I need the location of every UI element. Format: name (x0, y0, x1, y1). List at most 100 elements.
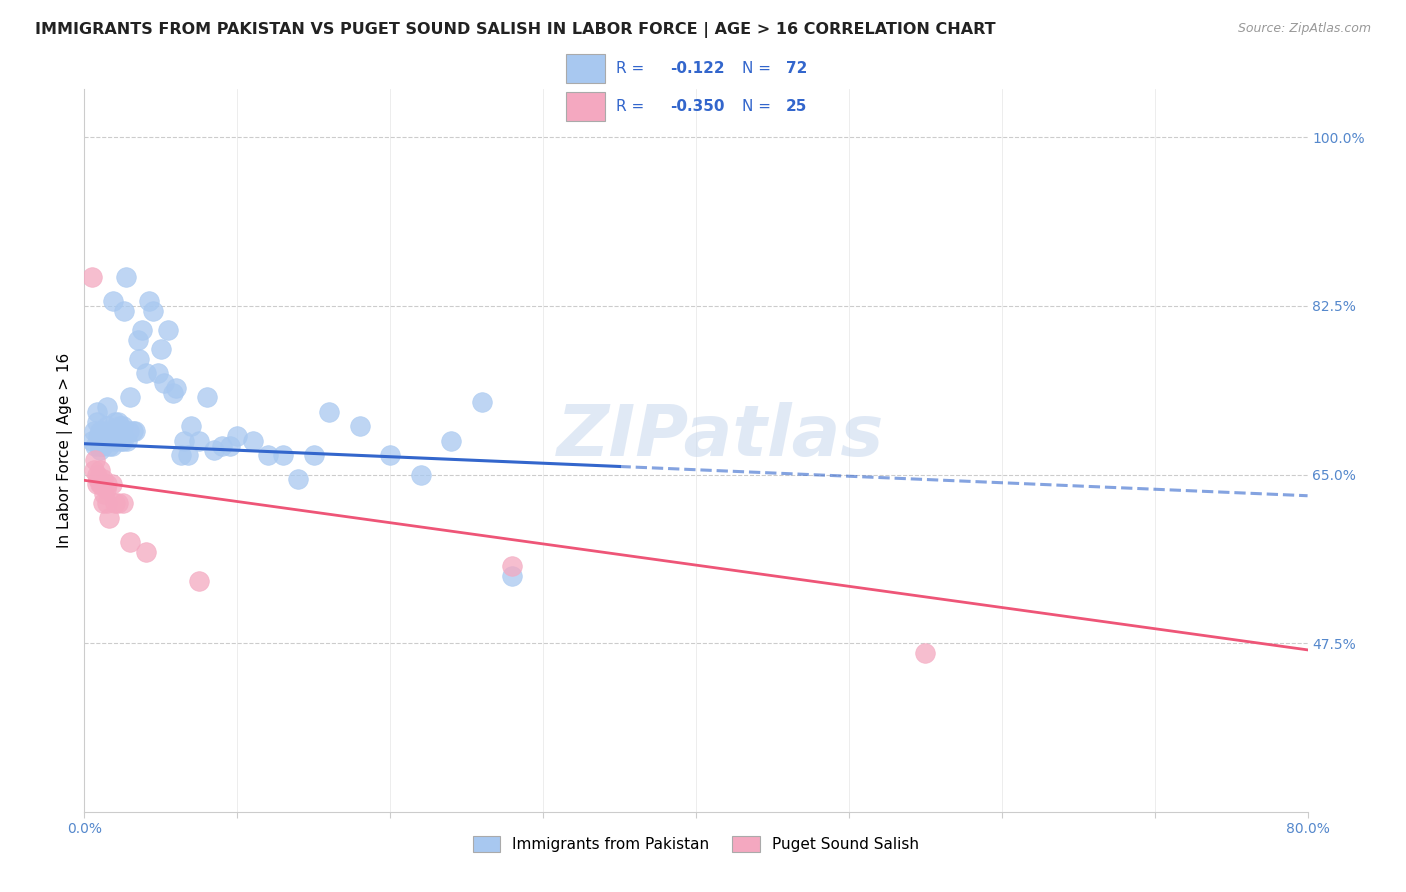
Text: IMMIGRANTS FROM PAKISTAN VS PUGET SOUND SALISH IN LABOR FORCE | AGE > 16 CORRELA: IMMIGRANTS FROM PAKISTAN VS PUGET SOUND … (35, 22, 995, 38)
Point (96, 477, 118, 491)
Point (127, 333, 149, 347)
Text: -0.122: -0.122 (671, 62, 725, 76)
Point (101, 477, 124, 491)
Point (318, 405, 340, 419)
Point (271, 448, 294, 462)
Point (131, 323, 153, 337)
Point (142, 303, 165, 318)
Point (349, 419, 371, 434)
Point (287, 472, 309, 486)
Point (226, 429, 249, 443)
Point (138, 294, 160, 309)
Point (98, 424, 121, 438)
Point (157, 323, 180, 337)
Point (86, 415, 108, 429)
Point (135, 367, 157, 381)
Point (90, 439, 112, 453)
Point (101, 439, 124, 453)
Point (101, 424, 124, 438)
Point (122, 424, 145, 438)
Point (124, 424, 146, 438)
Point (149, 343, 172, 357)
Text: N =: N = (742, 99, 770, 114)
Point (257, 448, 280, 462)
Point (115, 434, 138, 448)
Point (93, 487, 115, 501)
Point (84, 439, 107, 453)
Point (83, 463, 105, 477)
Point (97, 511, 120, 525)
Point (86, 467, 108, 482)
Point (111, 419, 134, 434)
Text: R =: R = (616, 62, 644, 76)
Point (218, 439, 240, 453)
Text: N =: N = (742, 62, 770, 76)
Point (104, 434, 127, 448)
Point (120, 535, 142, 549)
Point (96, 496, 118, 510)
Point (89, 443, 111, 458)
Y-axis label: In Labor Force | Age > 16: In Labor Force | Age > 16 (58, 353, 73, 548)
Point (380, 448, 402, 462)
Point (104, 415, 127, 429)
Point (162, 385, 184, 400)
Point (91, 472, 114, 486)
Point (94, 429, 117, 443)
Point (302, 448, 325, 462)
Point (89, 477, 111, 491)
Point (86, 477, 108, 491)
Point (89, 424, 111, 438)
Text: -0.350: -0.350 (671, 99, 725, 114)
Point (471, 395, 494, 409)
Point (93, 434, 115, 448)
Point (84, 453, 107, 467)
Point (96, 434, 118, 448)
Point (118, 424, 141, 438)
Point (111, 434, 134, 448)
Point (188, 574, 211, 588)
FancyBboxPatch shape (567, 54, 605, 83)
Point (87, 472, 110, 486)
FancyBboxPatch shape (567, 92, 605, 121)
Point (112, 303, 135, 318)
Point (86, 405, 108, 419)
Point (87, 429, 110, 443)
Point (914, 646, 936, 660)
Point (97, 439, 120, 453)
Point (83, 424, 105, 438)
Point (96, 400, 118, 414)
Point (502, 568, 524, 582)
Point (111, 496, 134, 510)
Point (108, 419, 131, 434)
Point (170, 448, 193, 462)
Point (180, 419, 202, 434)
Point (211, 439, 233, 453)
Point (91, 439, 114, 453)
Point (135, 544, 157, 558)
Point (195, 391, 218, 405)
Point (153, 376, 176, 390)
Point (80, 434, 103, 448)
Point (105, 429, 128, 443)
Point (107, 496, 129, 510)
Point (146, 367, 169, 381)
Point (128, 351, 150, 366)
Legend: Immigrants from Pakistan, Puget Sound Salish: Immigrants from Pakistan, Puget Sound Sa… (467, 830, 925, 858)
Point (120, 391, 142, 405)
Point (165, 381, 187, 395)
Point (90, 477, 112, 491)
Text: 72: 72 (786, 62, 807, 76)
Point (96, 419, 118, 434)
Text: Source: ZipAtlas.com: Source: ZipAtlas.com (1237, 22, 1371, 36)
Point (103, 294, 125, 309)
Point (173, 434, 195, 448)
Point (80, 270, 103, 285)
Point (188, 434, 211, 448)
Point (110, 434, 132, 448)
Text: R =: R = (616, 99, 644, 114)
Point (409, 467, 432, 482)
Point (114, 270, 136, 285)
Point (91, 496, 114, 510)
Text: 25: 25 (786, 99, 807, 114)
Text: ZIPatlas: ZIPatlas (557, 401, 884, 470)
